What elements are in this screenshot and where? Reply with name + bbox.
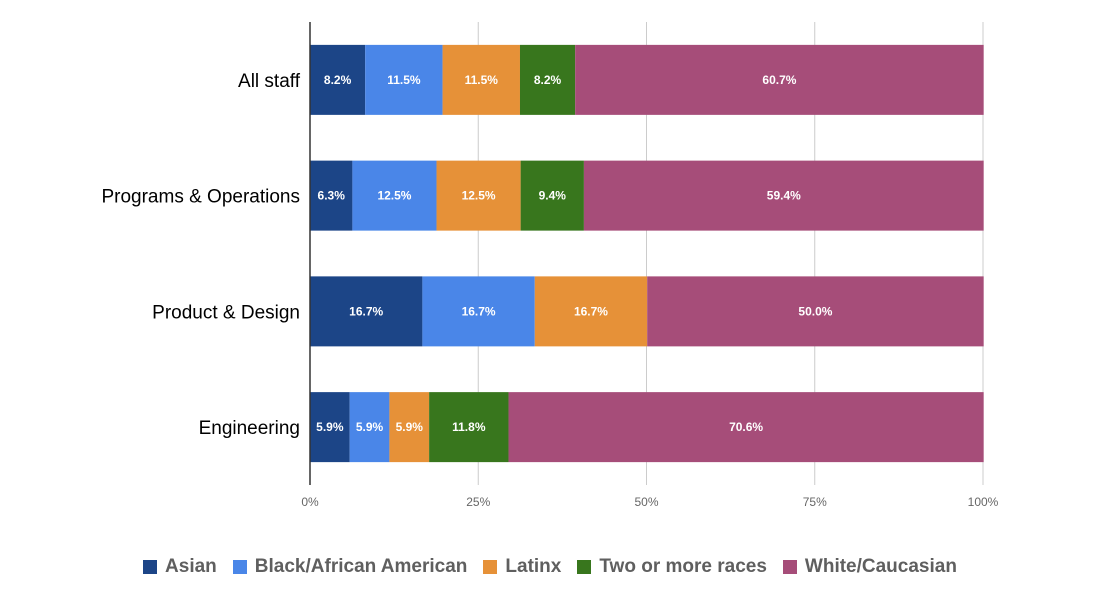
legend-label: Asian: [165, 556, 217, 577]
bar-segment: [436, 160, 521, 231]
bar-segment: [519, 44, 576, 115]
data-label: 8.2%: [534, 73, 562, 87]
data-label: 11.8%: [452, 420, 486, 434]
legend-item: Latinx: [483, 556, 561, 578]
x-tick-label: 100%: [968, 495, 999, 509]
bar-segment: [310, 392, 350, 463]
legend-item: Black/African American: [232, 556, 468, 578]
category-label: Engineering: [199, 418, 300, 439]
bar-segment: [647, 276, 984, 347]
bar-segment: [575, 44, 984, 115]
category-label: Programs & Operations: [101, 187, 300, 208]
data-label: 9.4%: [539, 189, 567, 203]
data-label: 12.5%: [462, 189, 496, 203]
legend-swatch: [483, 560, 498, 574]
bar-segment: [508, 392, 984, 463]
bar-segment: [310, 160, 353, 231]
data-label: 5.9%: [356, 420, 384, 434]
legend-swatch: [577, 560, 592, 574]
legend-label: Two or more races: [599, 556, 767, 577]
legend-swatch: [232, 560, 247, 574]
data-label: 16.7%: [462, 304, 496, 318]
legend-label: Latinx: [505, 556, 562, 577]
data-label: 12.5%: [377, 189, 411, 203]
data-label: 5.9%: [396, 420, 424, 434]
bar-segment: [583, 160, 984, 231]
x-tick-label: 0%: [301, 495, 319, 509]
bar-segment: [310, 276, 423, 347]
category-label: Product & Design: [152, 302, 300, 323]
data-label: 70.6%: [729, 420, 763, 434]
bar-segment: [352, 160, 437, 231]
data-label: 59.4%: [767, 189, 801, 203]
data-label: 11.5%: [465, 73, 499, 87]
bar-segment: [534, 276, 648, 347]
x-tick-label: 25%: [466, 495, 490, 509]
data-label: 6.3%: [318, 189, 346, 203]
data-label: 5.9%: [316, 420, 344, 434]
bar-segment: [310, 44, 366, 115]
bar-segment: [442, 44, 520, 115]
bar-segment: [389, 392, 430, 463]
legend-swatch: [782, 560, 797, 574]
chart-legend: Asian Black/African American Latinx Two or …: [0, 556, 1100, 578]
legend-label: Black/African American: [254, 556, 468, 577]
bar-segment: [429, 392, 509, 463]
category-label: All staff: [238, 71, 301, 92]
data-label: 16.7%: [574, 304, 608, 318]
legend-swatch: [143, 560, 158, 574]
bar-segment: [520, 160, 584, 231]
data-label: 8.2%: [324, 73, 352, 87]
data-label: 11.5%: [387, 73, 421, 87]
legend-item: Two or more races: [577, 556, 767, 578]
x-tick-label: 50%: [634, 495, 658, 509]
bar-segment: [422, 276, 535, 347]
legend-item: White/Caucasian: [782, 556, 957, 578]
data-label: 60.7%: [762, 73, 796, 87]
data-label: 50.0%: [798, 304, 832, 318]
bar-segment: [349, 392, 390, 463]
legend-item: Asian: [143, 556, 217, 578]
legend-label: White/Caucasian: [804, 556, 957, 577]
x-tick-label: 75%: [803, 495, 827, 509]
bar-segment: [365, 44, 443, 115]
data-label: 16.7%: [349, 304, 383, 318]
